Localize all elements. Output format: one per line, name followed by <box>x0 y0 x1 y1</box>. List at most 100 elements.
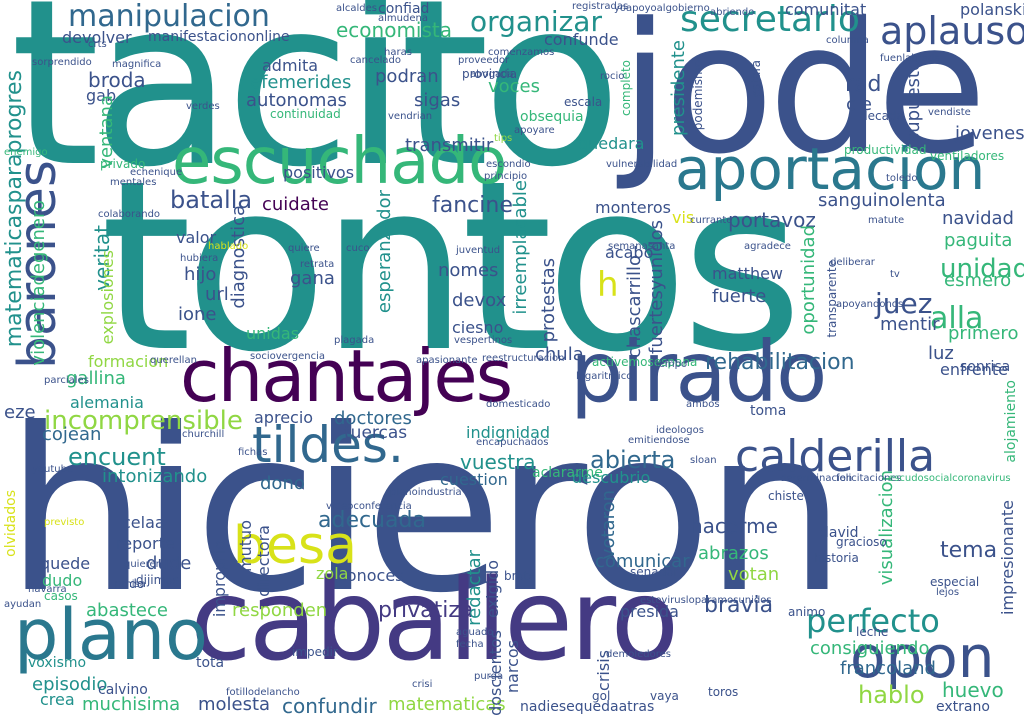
word: quede <box>40 554 91 573</box>
word: paguita <box>944 230 1013 251</box>
word: esmero <box>944 270 1012 291</box>
word: enemigo <box>4 147 48 158</box>
word: explosiones <box>98 250 117 345</box>
word: vendiste <box>928 107 971 118</box>
word: proveedor <box>458 55 510 66</box>
word: sociovergencia <box>250 351 325 362</box>
word: plagada <box>334 335 375 346</box>
word: confiad <box>378 1 430 17</box>
word: churchill <box>182 429 225 440</box>
word: descubrio <box>572 468 651 487</box>
word: organizar <box>470 5 602 38</box>
word: votan <box>728 564 780 585</box>
word: navarra <box>28 584 67 595</box>
word: estevirusloparamosunidos <box>640 595 772 606</box>
word: fotillodelancho <box>226 687 300 698</box>
word: semanasanta <box>608 241 676 252</box>
word: matthew <box>712 264 784 283</box>
word: hacerme <box>690 514 778 538</box>
word: autonomas <box>246 90 347 111</box>
word: brote <box>504 569 536 583</box>
word: conoces <box>338 566 404 585</box>
word: transmitir <box>405 135 494 156</box>
word: emitiendose <box>628 435 690 446</box>
word: francoland <box>840 658 936 679</box>
word: matematicas <box>388 694 506 715</box>
word: confundir <box>282 694 377 718</box>
word: currante <box>690 215 733 226</box>
word: fecha <box>456 639 484 650</box>
word: ciesno <box>452 318 504 337</box>
word: cuco <box>346 243 370 254</box>
word: ventiladores <box>930 149 1005 163</box>
word: redactar <box>464 550 485 626</box>
word: dono <box>260 473 305 494</box>
word: apoyandonos <box>836 299 904 310</box>
word: comunitat <box>785 0 867 19</box>
word: escondio <box>486 159 531 170</box>
word: aclararme <box>532 465 603 481</box>
word: quieren <box>124 559 162 570</box>
word: vulnerabilidad <box>606 159 678 170</box>
word: efemerides <box>250 72 352 93</box>
word: positivos <box>283 163 355 182</box>
word: activemosespana <box>592 355 698 369</box>
word: fichas <box>238 447 268 458</box>
word: matematicasparaprogres <box>2 70 27 348</box>
word: crts <box>88 39 107 50</box>
word: yoapoyoalgobierno <box>614 3 710 14</box>
word: registradas <box>572 1 629 12</box>
word: visualizacion <box>876 470 897 586</box>
word: animo <box>788 605 826 619</box>
word: parciales <box>44 375 89 386</box>
word: felicitaciones <box>836 473 902 484</box>
word: abierta <box>590 446 676 474</box>
word: devolver <box>62 28 132 47</box>
word: toma <box>750 403 787 419</box>
word: extrano <box>936 699 990 715</box>
word: acabo <box>605 243 654 262</box>
word: abastece <box>86 600 168 621</box>
word: cie <box>846 94 872 115</box>
word: vendrian <box>388 111 433 122</box>
word: esperanzador <box>374 190 395 314</box>
word: youtube <box>32 464 74 475</box>
word: mentales <box>110 177 157 188</box>
word: historia <box>814 551 859 565</box>
word: aplausos <box>880 9 1024 53</box>
word: especial <box>930 575 980 589</box>
word: decada <box>860 109 904 123</box>
word: manifestaciononline <box>148 29 290 45</box>
word: retrata <box>300 259 335 270</box>
word: determinacion <box>780 473 853 484</box>
word: unidas <box>246 324 300 343</box>
word: logaritmico <box>576 371 633 382</box>
word: tv <box>890 269 900 280</box>
word: adecuada <box>318 508 426 533</box>
word: tuercas <box>344 423 408 443</box>
word: podran <box>375 66 439 87</box>
word: dijimos <box>136 573 179 587</box>
word: lejos <box>936 587 960 598</box>
word: formacion <box>88 352 169 371</box>
word: tema <box>940 538 998 563</box>
word: juventud <box>456 245 501 256</box>
word: apoyare <box>514 125 555 136</box>
word: ione <box>178 304 217 325</box>
word: portavoz <box>728 208 816 232</box>
word: videoconferencia <box>326 501 412 512</box>
word: abogada <box>470 69 514 80</box>
word: muchisima <box>82 694 181 715</box>
word: molesta <box>198 694 271 715</box>
word: vespertinos <box>454 335 513 346</box>
word: alcaldes <box>336 3 378 14</box>
word: aprecio <box>254 408 314 427</box>
word: ideologos <box>656 425 704 436</box>
word: agradece <box>744 241 791 252</box>
word: confunde <box>544 30 619 49</box>
word: episodio <box>32 674 108 695</box>
word: magnifica <box>112 59 162 70</box>
word: apasionante <box>416 355 478 366</box>
word: directora <box>254 525 273 597</box>
word: economista <box>336 18 453 42</box>
